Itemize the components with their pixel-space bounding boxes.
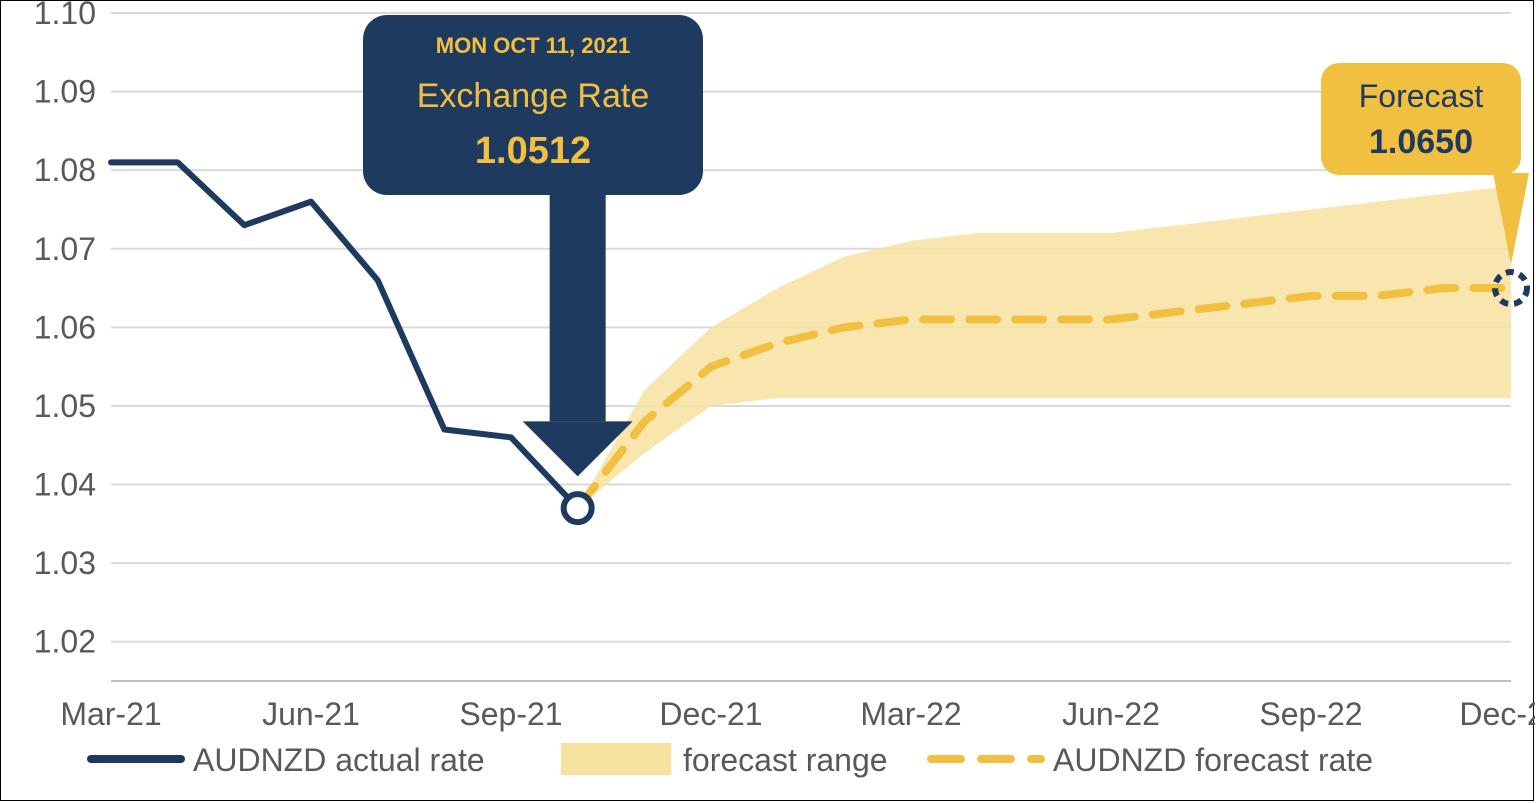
svg-text:1.03: 1.03	[34, 545, 96, 581]
svg-text:Mar-22: Mar-22	[860, 696, 961, 732]
svg-text:Jun-22: Jun-22	[1062, 696, 1160, 732]
svg-text:Sep-22: Sep-22	[1259, 696, 1362, 732]
svg-text:Dec-21: Dec-21	[659, 696, 762, 732]
svg-text:Mar-21: Mar-21	[60, 696, 161, 732]
svg-text:Forecast: Forecast	[1359, 78, 1484, 114]
svg-text:MON OCT 11, 2021: MON OCT 11, 2021	[436, 33, 630, 58]
svg-text:AUDNZD forecast rate: AUDNZD forecast rate	[1053, 742, 1373, 778]
svg-text:1.06: 1.06	[34, 309, 96, 345]
svg-text:1.09: 1.09	[34, 74, 96, 110]
svg-text:1.04: 1.04	[34, 467, 96, 503]
svg-text:1.02: 1.02	[34, 624, 96, 660]
svg-text:AUDNZD actual rate: AUDNZD actual rate	[193, 742, 485, 778]
svg-text:1.08: 1.08	[34, 152, 96, 188]
svg-text:1.10: 1.10	[34, 1, 96, 31]
svg-text:forecast range: forecast range	[683, 742, 888, 778]
svg-text:1.05: 1.05	[34, 388, 96, 424]
audnzd-chart: 1.02 1.03 1.04 1.05 1.06 1.07 1.08 1.09 1.10 Mar-…	[1, 1, 1535, 802]
chart-frame: 1.02 1.03 1.04 1.05 1.06 1.07 1.08 1.09 1.10 Mar-…	[0, 0, 1534, 801]
svg-text:Exchange Rate: Exchange Rate	[417, 77, 650, 115]
svg-text:1.0650: 1.0650	[1369, 123, 1473, 161]
svg-text:Sep-21: Sep-21	[459, 696, 562, 732]
svg-text:Dec-22: Dec-22	[1459, 696, 1535, 732]
svg-text:Jun-21: Jun-21	[262, 696, 360, 732]
svg-text:1.0512: 1.0512	[475, 130, 591, 172]
svg-text:1.07: 1.07	[34, 231, 96, 267]
